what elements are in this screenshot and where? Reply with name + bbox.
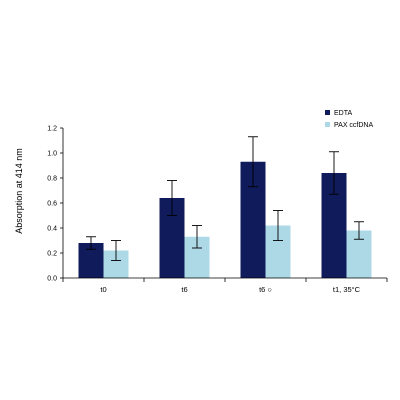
y-ticks: 0.0 0.2 0.4 0.6 0.8 1.0 1.2 [47, 126, 63, 283]
y-tick-label: 0.8 [47, 176, 57, 183]
y-tick-label: 0.0 [47, 276, 57, 283]
y-tick-label: 1.0 [47, 151, 57, 158]
y-tick-label: 1.2 [47, 126, 57, 133]
legend: EDTA PAX ccfDNA [325, 110, 373, 129]
x-ticks: t0 t6 t6 ○ t1, 35°C [62, 278, 388, 294]
legend-label: PAX ccfDNA [334, 122, 373, 129]
y-tick-label: 0.6 [47, 201, 57, 208]
x-category-label: t6 ○ [259, 285, 272, 294]
bars-layer [78, 161, 372, 278]
y-axis-title: Absorption at 414 nm [14, 148, 24, 234]
x-category-label: t6 [181, 285, 187, 294]
legend-swatch [325, 110, 330, 115]
x-category-label: t1, 35°C [333, 285, 361, 294]
error-bars-layer [86, 136, 364, 261]
y-tick-label: 0.4 [47, 226, 57, 233]
legend-swatch [325, 122, 330, 127]
legend-label: EDTA [334, 110, 352, 117]
x-category-label: t0 [100, 285, 106, 294]
y-tick-label: 0.2 [47, 251, 57, 258]
